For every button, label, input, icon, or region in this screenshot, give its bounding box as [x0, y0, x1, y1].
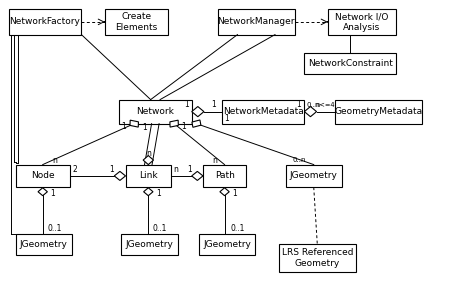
Text: GeometryMetadata: GeometryMetadata	[334, 107, 422, 116]
Text: 1: 1	[181, 122, 186, 131]
Polygon shape	[114, 171, 126, 180]
Text: 1: 1	[233, 189, 237, 198]
Polygon shape	[170, 120, 178, 127]
Polygon shape	[220, 188, 229, 196]
Text: 0..1: 0..1	[153, 224, 167, 233]
Bar	[119, 100, 191, 124]
Text: n: n	[146, 149, 151, 158]
Polygon shape	[130, 120, 138, 127]
Text: 1: 1	[51, 189, 55, 198]
Polygon shape	[191, 171, 203, 180]
Text: 1: 1	[296, 100, 301, 109]
Text: 1: 1	[211, 100, 216, 109]
Text: Create
Elements: Create Elements	[116, 12, 158, 32]
Polygon shape	[191, 106, 204, 117]
Text: Network I/O
Analysis: Network I/O Analysis	[335, 12, 389, 32]
Text: Path: Path	[215, 172, 235, 180]
Bar	[16, 234, 72, 255]
Text: NetworkManager: NetworkManager	[218, 17, 295, 26]
Bar	[121, 234, 178, 255]
Text: n: n	[52, 156, 57, 165]
Text: Network: Network	[137, 107, 174, 116]
Bar	[105, 9, 168, 35]
Text: 2: 2	[72, 165, 77, 174]
Text: JGeometry: JGeometry	[203, 240, 251, 249]
Text: Node: Node	[31, 172, 55, 180]
Bar	[335, 100, 422, 124]
Text: 1: 1	[187, 165, 192, 174]
Text: 1: 1	[143, 123, 147, 132]
Text: NetworkConstraint: NetworkConstraint	[308, 59, 392, 68]
Bar	[16, 165, 70, 187]
Bar	[279, 244, 356, 272]
Text: 0..n: 0..n	[293, 157, 306, 163]
Bar	[218, 9, 295, 35]
Text: 1: 1	[156, 189, 161, 198]
Text: NetworkMetadata: NetworkMetadata	[223, 107, 304, 116]
Text: n<=4: n<=4	[316, 102, 335, 108]
Polygon shape	[144, 188, 153, 196]
Bar	[328, 9, 396, 35]
Text: n: n	[173, 165, 178, 174]
Text: LRS Referenced
Geometry: LRS Referenced Geometry	[282, 248, 353, 268]
Polygon shape	[192, 120, 201, 127]
Text: JGeometry: JGeometry	[20, 240, 68, 249]
Polygon shape	[38, 188, 47, 196]
Text: 0..1: 0..1	[47, 224, 62, 233]
Bar	[222, 100, 304, 124]
Polygon shape	[143, 156, 154, 165]
Text: 1: 1	[109, 165, 114, 174]
Polygon shape	[304, 106, 317, 117]
Bar	[304, 53, 396, 74]
Text: JGeometry: JGeometry	[290, 172, 337, 180]
Text: NetworkFactory: NetworkFactory	[9, 17, 81, 26]
Text: n: n	[213, 156, 218, 165]
Text: Link: Link	[139, 172, 158, 180]
Bar	[203, 165, 246, 187]
Bar	[285, 165, 342, 187]
Bar	[199, 234, 255, 255]
Text: 0..n: 0..n	[307, 102, 320, 108]
Text: 1: 1	[184, 100, 189, 109]
Bar	[9, 9, 82, 35]
Text: 1: 1	[225, 114, 229, 123]
Text: 1: 1	[121, 122, 126, 131]
Text: JGeometry: JGeometry	[126, 240, 173, 249]
Bar	[126, 165, 171, 187]
Text: 0..1: 0..1	[230, 224, 245, 233]
